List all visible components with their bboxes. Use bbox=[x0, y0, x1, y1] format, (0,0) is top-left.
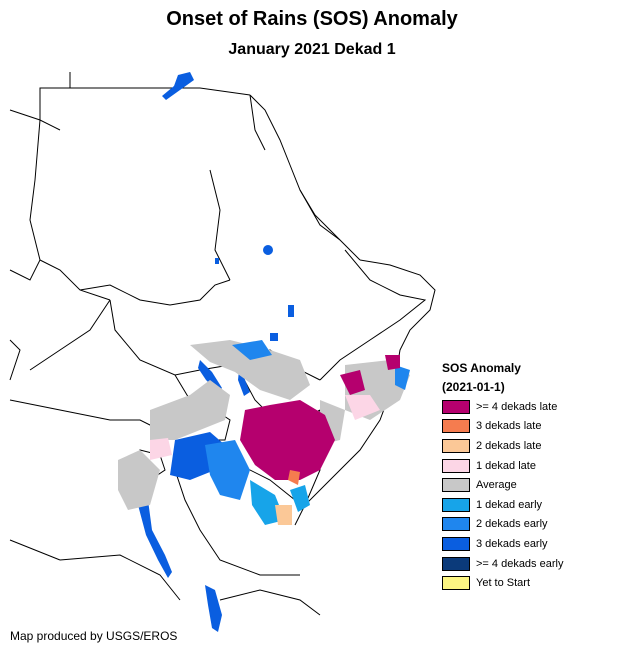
legend-item: 1 dekad early bbox=[442, 495, 622, 515]
anomaly-patches bbox=[118, 340, 410, 525]
drc-border bbox=[9, 299, 161, 431]
late4-area-somalia bbox=[340, 370, 365, 395]
mozambique-border bbox=[219, 589, 321, 616]
cameroon-car-border bbox=[9, 339, 21, 381]
late4-area-somalia-2 bbox=[385, 355, 400, 370]
legend-label: 2 dekads late bbox=[476, 439, 542, 452]
legend-label: 3 dekads early bbox=[476, 537, 548, 550]
chad-sudan-border bbox=[39, 259, 111, 301]
eritrea-border bbox=[249, 94, 341, 241]
lake-tana bbox=[263, 245, 273, 255]
lake-malawi bbox=[205, 585, 222, 632]
legend-item: Average bbox=[442, 475, 622, 495]
legend-item: 2 dekads late bbox=[442, 436, 622, 456]
late1-area-somalia bbox=[345, 395, 380, 420]
average-area-drc bbox=[118, 450, 160, 510]
map-title: Onset of Rains (SOS) Anomaly bbox=[166, 8, 458, 30]
horn-coast bbox=[294, 259, 436, 526]
late1-area-uganda bbox=[150, 438, 172, 460]
nile-segment bbox=[215, 258, 219, 264]
sudan-western-border bbox=[9, 119, 41, 281]
legend-swatch bbox=[442, 438, 470, 453]
legend-date: (2021-01-1) bbox=[442, 380, 505, 394]
lake-tanganyika bbox=[138, 490, 172, 578]
legend-item: >= 4 dekads late bbox=[442, 397, 622, 417]
sudan-ethiopia-border bbox=[209, 169, 231, 281]
legend-swatch bbox=[442, 419, 470, 434]
legend-title: SOS Anomaly bbox=[442, 361, 521, 375]
egypt-sudan-border bbox=[9, 87, 251, 131]
lake-albert bbox=[198, 360, 222, 392]
water-bodies bbox=[138, 72, 294, 632]
late2-area-kenya-south bbox=[275, 505, 292, 525]
sudd-patch-2 bbox=[270, 333, 278, 341]
legend-swatch bbox=[442, 478, 470, 493]
legend-swatch bbox=[442, 576, 470, 591]
early-area-kenya-west bbox=[205, 440, 250, 500]
late4-area-kenya bbox=[240, 400, 335, 480]
legend-label: 2 dekads early bbox=[476, 518, 548, 531]
average-area-south-sudan bbox=[190, 340, 310, 400]
legend-swatch bbox=[442, 399, 470, 414]
legend-swatch bbox=[442, 517, 470, 532]
red-sea-coast bbox=[249, 94, 361, 261]
late3-area-coast bbox=[288, 470, 300, 485]
legend-swatch bbox=[442, 497, 470, 512]
legend-label: Yet to Start bbox=[476, 577, 531, 590]
early-area-kenya-coast bbox=[290, 485, 310, 512]
legend-item: 1 dekad late bbox=[442, 456, 622, 476]
legend-item: Yet to Start bbox=[442, 573, 622, 593]
early-area-south-sudan bbox=[232, 340, 272, 360]
legend-label: >= 4 dekads early bbox=[476, 557, 564, 570]
map-credit: Map produced by USGS/EROS bbox=[10, 629, 178, 643]
early-area-ethiopia-ne bbox=[395, 365, 410, 390]
legend-label: 3 dekads late bbox=[476, 420, 542, 433]
legend-item: >= 4 dekads early bbox=[442, 554, 622, 574]
legend-items: >= 4 dekads late 3 dekads late 2 dekads la… bbox=[442, 397, 622, 593]
sudan-south-sudan-border bbox=[79, 279, 231, 306]
sudd-patch bbox=[288, 305, 294, 317]
legend-swatch bbox=[442, 458, 470, 473]
map-legend: SOS Anomaly (2021-01-1) >= 4 dekads late… bbox=[442, 359, 622, 593]
early-area-tanzania bbox=[250, 480, 285, 525]
legend-item: 3 dekads early bbox=[442, 534, 622, 554]
legend-label: 1 dekad late bbox=[476, 459, 536, 472]
legend-swatch bbox=[442, 536, 470, 551]
zambia-border bbox=[9, 539, 181, 601]
legend-label: Average bbox=[476, 479, 517, 492]
legend-item: 3 dekads late bbox=[442, 417, 622, 437]
egypt-libya-border bbox=[39, 72, 71, 120]
legend-label: >= 4 dekads late bbox=[476, 400, 558, 413]
legend-label: 1 dekad early bbox=[476, 498, 543, 511]
ethiopia-somalia-border bbox=[319, 249, 427, 381]
legend-swatch bbox=[442, 556, 470, 571]
map-subtitle: January 2021 Dekad 1 bbox=[228, 41, 396, 58]
lake-nasser bbox=[162, 72, 194, 100]
legend-item: 2 dekads early bbox=[442, 515, 622, 535]
average-area-uganda bbox=[150, 380, 230, 440]
